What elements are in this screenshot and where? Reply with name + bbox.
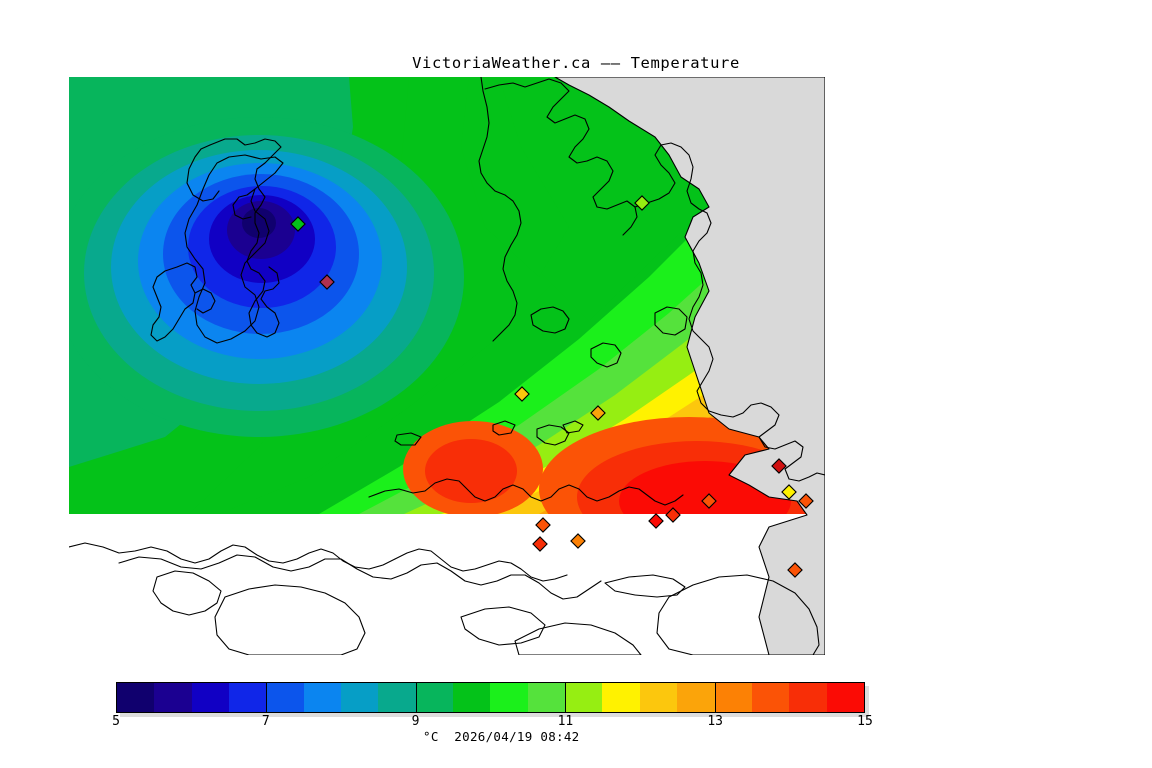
colorbar-swatch [229,683,267,712]
station-marker[interactable] [532,536,548,552]
colorbar-swatch [453,683,491,712]
colorbar-swatch [751,683,790,712]
colorbar-tick-label: 9 [411,714,420,729]
station-marker[interactable] [701,493,717,509]
station-marker[interactable] [319,274,335,290]
colorbar-tick-label: 15 [857,714,873,729]
colorbar-swatch [191,683,230,712]
map-frame[interactable] [69,77,825,655]
colorbar-swatch [415,683,454,712]
colorbar-swatch [602,683,640,712]
colorbar-tick-labels: 5 7 9 11 13 15 [0,714,1152,732]
colorbar-tick-label: 13 [707,714,724,729]
coastline-overlay [69,77,825,655]
colorbar-swatch [154,683,192,712]
station-marker[interactable] [590,405,606,421]
station-marker[interactable] [787,562,803,578]
colorbar-swatch [117,683,155,712]
station-marker[interactable] [781,484,797,500]
station-marker[interactable] [771,458,787,474]
page-title: VictoriaWeather.ca —— Temperature [412,54,740,72]
colorbar-swatch [266,683,304,712]
station-marker[interactable] [634,195,650,211]
colorbar-tick-label: 11 [557,714,574,729]
colorbar-tick-label: 7 [261,714,270,729]
station-marker[interactable] [514,386,530,402]
colorbar-swatch [378,683,416,712]
colorbar-caption: °C 2026/04/19 08:42 [423,729,580,744]
colorbar-swatch [565,683,603,712]
colorbar-swatch [677,683,715,712]
station-markers [290,195,814,578]
colorbar-swatch [303,683,342,712]
station-marker[interactable] [798,493,814,509]
colorbar-swatch [826,683,864,712]
colorbar[interactable] [116,682,865,713]
colorbar-swatches[interactable] [116,682,865,713]
station-marker[interactable] [665,507,681,523]
colorbar-swatch [341,683,379,712]
colorbar-swatch [714,683,752,712]
colorbar-swatch [639,683,678,712]
station-marker[interactable] [570,533,586,549]
station-marker[interactable] [290,216,306,232]
colorbar-swatch [527,683,566,712]
colorbar-swatch [490,683,528,712]
colorbar-swatch [789,683,827,712]
colorbar-tick-label: 5 [112,714,120,729]
below-data-white-strip [69,514,825,655]
station-marker[interactable] [648,513,664,529]
station-marker[interactable] [535,517,551,533]
